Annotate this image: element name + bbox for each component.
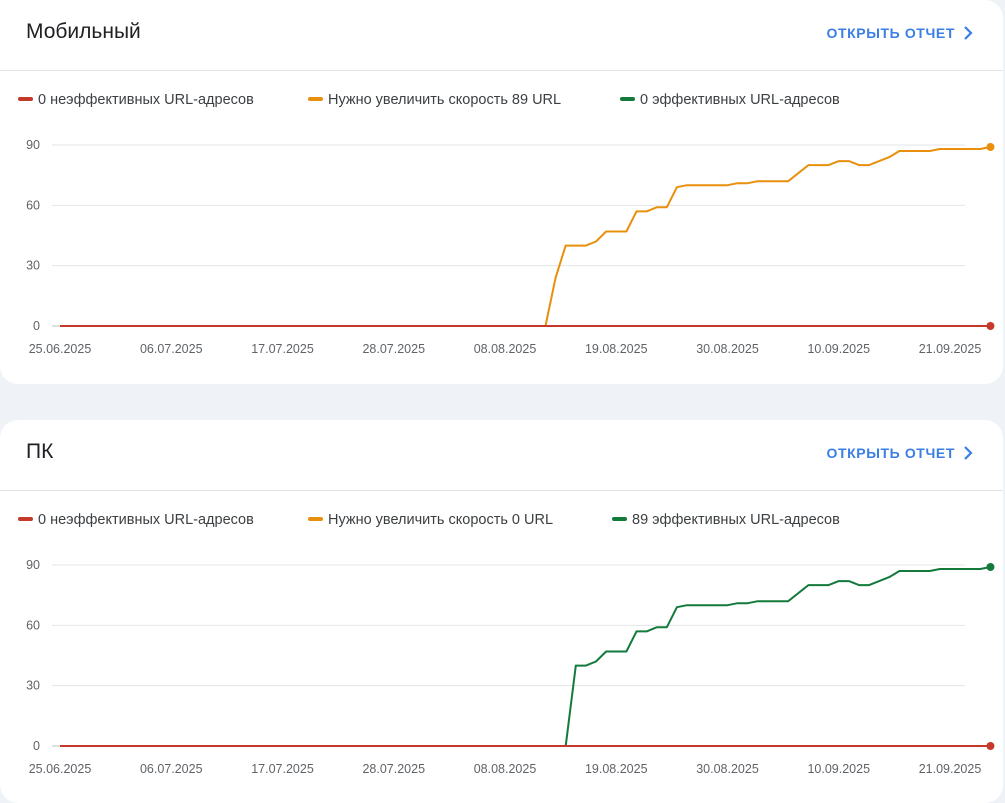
- mobile-card: Мобильный ОТКРЫТЬ ОТЧЕТ 0 неэффективных …: [0, 0, 1003, 384]
- x-tick-label: 19.08.2025: [585, 762, 648, 776]
- x-tick-label: 19.08.2025: [585, 342, 648, 356]
- x-tick-label: 30.08.2025: [696, 342, 759, 356]
- card-title: Мобильный: [26, 20, 141, 43]
- series-endpoint-poor: [986, 742, 995, 750]
- y-tick-label: 30: [26, 259, 40, 273]
- y-tick-label: 0: [33, 319, 40, 333]
- desktop-card: ПК ОТКРЫТЬ ОТЧЕТ 0 неэффективных URL-адр…: [0, 420, 1003, 803]
- desktop-chart: 0 неэффективных URL-адресов Нужно увеличи…: [18, 512, 995, 776]
- legend-label: 0 эффективных URL-адресов: [640, 92, 840, 108]
- chevron-right-icon: [964, 26, 973, 40]
- y-tick-label: 60: [26, 198, 40, 212]
- open-report-label: ОТКРЫТЬ ОТЧЕТ: [826, 445, 955, 461]
- legend-label: 0 неэффективных URL-адресов: [38, 512, 254, 528]
- y-tick-label: 90: [26, 138, 40, 152]
- x-tick-label: 06.07.2025: [140, 762, 203, 776]
- y-tick-label: 30: [26, 679, 40, 693]
- legend-item-poor: 0 неэффективных URL-адресов: [18, 92, 254, 108]
- card-header: Мобильный ОТКРЫТЬ ОТЧЕТ: [0, 0, 1003, 71]
- mobile-chart: 0 неэффективных URL-адресов Нужно увеличи…: [18, 92, 995, 356]
- x-tick-label: 08.08.2025: [474, 342, 537, 356]
- open-report-label: ОТКРЫТЬ ОТЧЕТ: [826, 25, 955, 41]
- x-tick-label: 06.07.2025: [140, 342, 203, 356]
- open-report-button[interactable]: ОТКРЫТЬ ОТЧЕТ: [826, 445, 973, 461]
- y-tick-label: 90: [26, 558, 40, 572]
- legend-label: Нужно увеличить скорость 0 URL: [328, 512, 553, 528]
- x-tick-label: 21.09.2025: [919, 762, 982, 776]
- legend-item-poor: 0 неэффективных URL-адресов: [18, 512, 254, 528]
- series-endpoint-poor: [986, 322, 995, 330]
- series-line-good: [60, 566, 991, 747]
- legend-label: 89 эффективных URL-адресов: [632, 512, 840, 528]
- card-header: ПК ОТКРЫТЬ ОТЧЕТ: [0, 420, 1003, 491]
- y-tick-label: 60: [26, 618, 40, 632]
- chevron-right-icon: [964, 446, 973, 460]
- x-tick-label: 28.07.2025: [362, 762, 425, 776]
- legend-item-needs-improvement: Нужно увеличить скорость 89 URL: [308, 92, 561, 108]
- series-line-needs-improvement: [60, 146, 991, 327]
- x-tick-label: 17.07.2025: [251, 762, 314, 776]
- x-tick-label: 28.07.2025: [362, 342, 425, 356]
- x-tick-label: 08.08.2025: [474, 762, 537, 776]
- open-report-button[interactable]: ОТКРЫТЬ ОТЧЕТ: [826, 25, 973, 41]
- x-tick-label: 25.06.2025: [29, 342, 92, 356]
- series-endpoint-good: [986, 563, 995, 572]
- legend-item-needs-improvement: Нужно увеличить скорость 0 URL: [308, 512, 553, 528]
- series-endpoint-needs-improvement: [986, 143, 995, 152]
- legend-label: 0 неэффективных URL-адресов: [38, 92, 254, 108]
- x-tick-label: 10.09.2025: [807, 342, 870, 356]
- legend-label: Нужно увеличить скорость 89 URL: [328, 92, 561, 108]
- card-title: ПК: [26, 440, 54, 463]
- legend-item-good: 89 эффективных URL-адресов: [612, 512, 840, 528]
- x-tick-label: 21.09.2025: [919, 342, 982, 356]
- legend-item-good: 0 эффективных URL-адресов: [620, 92, 840, 108]
- x-tick-label: 30.08.2025: [696, 762, 759, 776]
- x-tick-label: 17.07.2025: [251, 342, 314, 356]
- x-tick-label: 10.09.2025: [807, 762, 870, 776]
- x-tick-label: 25.06.2025: [29, 762, 92, 776]
- y-tick-label: 0: [33, 739, 40, 753]
